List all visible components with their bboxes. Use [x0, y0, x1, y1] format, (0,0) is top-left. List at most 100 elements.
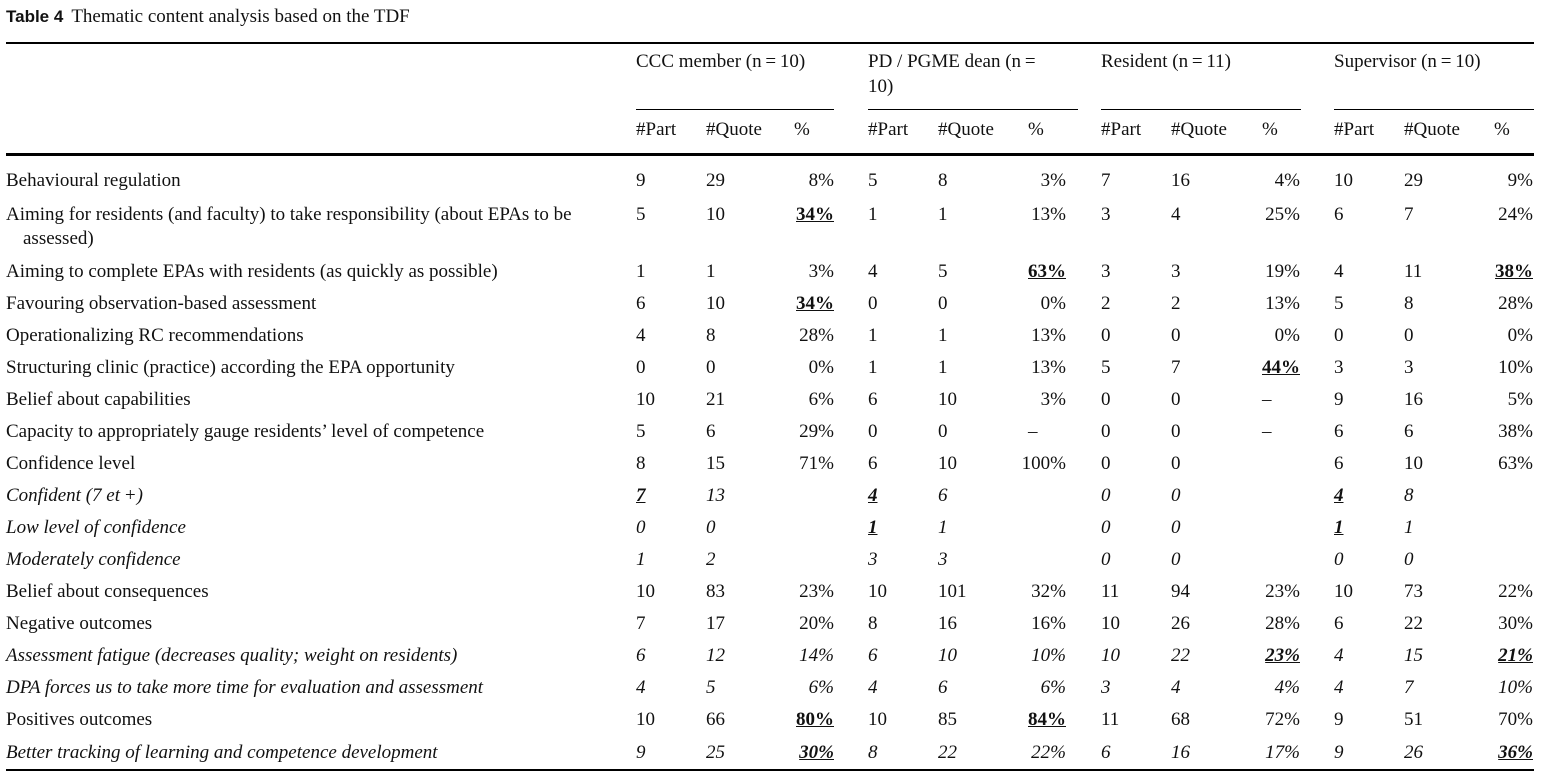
table-cell: 16 — [1171, 742, 1190, 763]
table-cell: 6 — [868, 453, 878, 474]
table-cell: 29 — [706, 170, 725, 191]
table-cell: 4 — [1171, 204, 1181, 225]
table-cell: 4 — [868, 261, 878, 282]
table-cell: 8 — [868, 613, 878, 634]
table-cell: 10% — [1031, 645, 1066, 666]
table-cell: 0% — [1274, 325, 1300, 346]
table-cell: 13% — [1031, 325, 1066, 346]
table-cell: 11 — [1404, 261, 1423, 282]
table-cell: 23% — [1265, 581, 1300, 602]
table-cell: 0% — [1040, 293, 1066, 314]
table-cell: 2 — [1171, 293, 1181, 314]
table-cell: 6 — [868, 645, 878, 666]
table-cell: 17 — [706, 613, 725, 634]
row-label: Negative outcomes — [6, 613, 153, 634]
table-cell: 10 — [1101, 613, 1120, 634]
table-cell: 44% — [1262, 357, 1300, 378]
table-cell: 3% — [1040, 389, 1066, 410]
table-cell: 10 — [938, 453, 957, 474]
row-label: Capacity to appropriately gauge resident… — [6, 421, 485, 442]
table-cell: 8 — [1404, 485, 1414, 506]
table-cell: – — [1262, 389, 1272, 410]
table-cell: 22 — [938, 742, 957, 763]
table-cell: 26 — [1404, 742, 1423, 763]
table-cell: 9% — [1507, 170, 1533, 191]
table-cell: 6 — [636, 293, 646, 314]
table-cell: 10 — [938, 645, 957, 666]
table-cell: 6 — [1334, 204, 1344, 225]
table-cell: 6% — [808, 389, 834, 410]
table-cell: 4 — [1334, 485, 1344, 506]
table-cell: 8 — [636, 453, 646, 474]
table-cell: 85 — [938, 709, 957, 730]
table-cell: 7 — [1101, 170, 1111, 191]
subheader-part-3: #Part — [1101, 119, 1142, 140]
table-cell: 6 — [1334, 613, 1344, 634]
table-cell: 0 — [1404, 549, 1414, 570]
table-cell: 10 — [1101, 645, 1120, 666]
table-cell: 34% — [796, 204, 834, 225]
table-cell: 25% — [1265, 204, 1300, 225]
table-cell: 0 — [938, 421, 948, 442]
table-cell: 6 — [1101, 742, 1111, 763]
table-cell: 5 — [636, 421, 646, 442]
table-cell: 4 — [868, 485, 878, 506]
table-cell: 10 — [636, 581, 655, 602]
row-label: Confident (7 et +) — [6, 485, 143, 506]
table-cell: 100% — [1021, 453, 1066, 474]
table-cell: 15 — [706, 453, 725, 474]
table-cell: 28% — [1498, 293, 1533, 314]
table-cell: 0 — [1101, 549, 1111, 570]
table-cell: 14% — [799, 645, 834, 666]
table-cell: 5 — [868, 170, 878, 191]
table-cell: 4 — [636, 325, 646, 346]
table-cell: 28% — [1265, 613, 1300, 634]
subheader-quote-3: #Quote — [1171, 119, 1227, 140]
table-cell: 10 — [636, 709, 655, 730]
group-rule-pd — [868, 109, 1078, 110]
table-cell: 0 — [1101, 453, 1111, 474]
table-cell: 101 — [938, 581, 967, 602]
table-cell: 1 — [868, 325, 878, 346]
group-rule-resident — [1101, 109, 1301, 110]
table-cell: 4 — [1334, 645, 1344, 666]
table-cell: 0 — [1171, 517, 1181, 538]
group-header-resident: Resident (n = 11) — [1101, 51, 1232, 72]
group-rule-supervisor — [1334, 109, 1534, 110]
table-cell: 16 — [1171, 170, 1190, 191]
table-cell: 25 — [706, 742, 725, 763]
table-cell: 30% — [799, 742, 834, 763]
table-cell: 7 — [1404, 677, 1414, 698]
table-cell: 0 — [706, 357, 716, 378]
table-cell: 7 — [636, 613, 646, 634]
table-cell: 5% — [1507, 389, 1533, 410]
subheader-pct-2: % — [1028, 119, 1044, 140]
table-cell: 4 — [1334, 677, 1344, 698]
table-cell: 4 — [868, 677, 878, 698]
table-cell: 22 — [1404, 613, 1423, 634]
table-cell: 22 — [1171, 645, 1190, 666]
table-cell: 3 — [1334, 357, 1344, 378]
table-cell: 11 — [1101, 581, 1120, 602]
table-cell: 38% — [1495, 261, 1533, 282]
table-cell: 8% — [808, 170, 834, 191]
table-cell: 51 — [1404, 709, 1423, 730]
table-cell: 24% — [1498, 204, 1533, 225]
table-cell: 0 — [1171, 453, 1181, 474]
bottom-rule — [6, 769, 1534, 771]
table-cell: 3 — [1171, 261, 1181, 282]
table-cell: 94 — [1171, 581, 1190, 602]
table-cell: 8 — [1404, 293, 1414, 314]
table-cell: 4% — [1274, 170, 1300, 191]
table-cell: 6 — [938, 677, 948, 698]
table-cell: 0% — [808, 357, 834, 378]
table-cell: 8 — [938, 170, 948, 191]
table-cell: 5 — [636, 204, 646, 225]
table-cell: 6 — [636, 645, 646, 666]
table-cell: 1 — [868, 204, 878, 225]
table-cell: 2 — [706, 549, 716, 570]
table-cell: 7 — [636, 485, 646, 506]
table-cell: 10 — [938, 389, 957, 410]
subheader-pct-4: % — [1494, 119, 1510, 140]
table-cell: 30% — [1498, 613, 1533, 634]
